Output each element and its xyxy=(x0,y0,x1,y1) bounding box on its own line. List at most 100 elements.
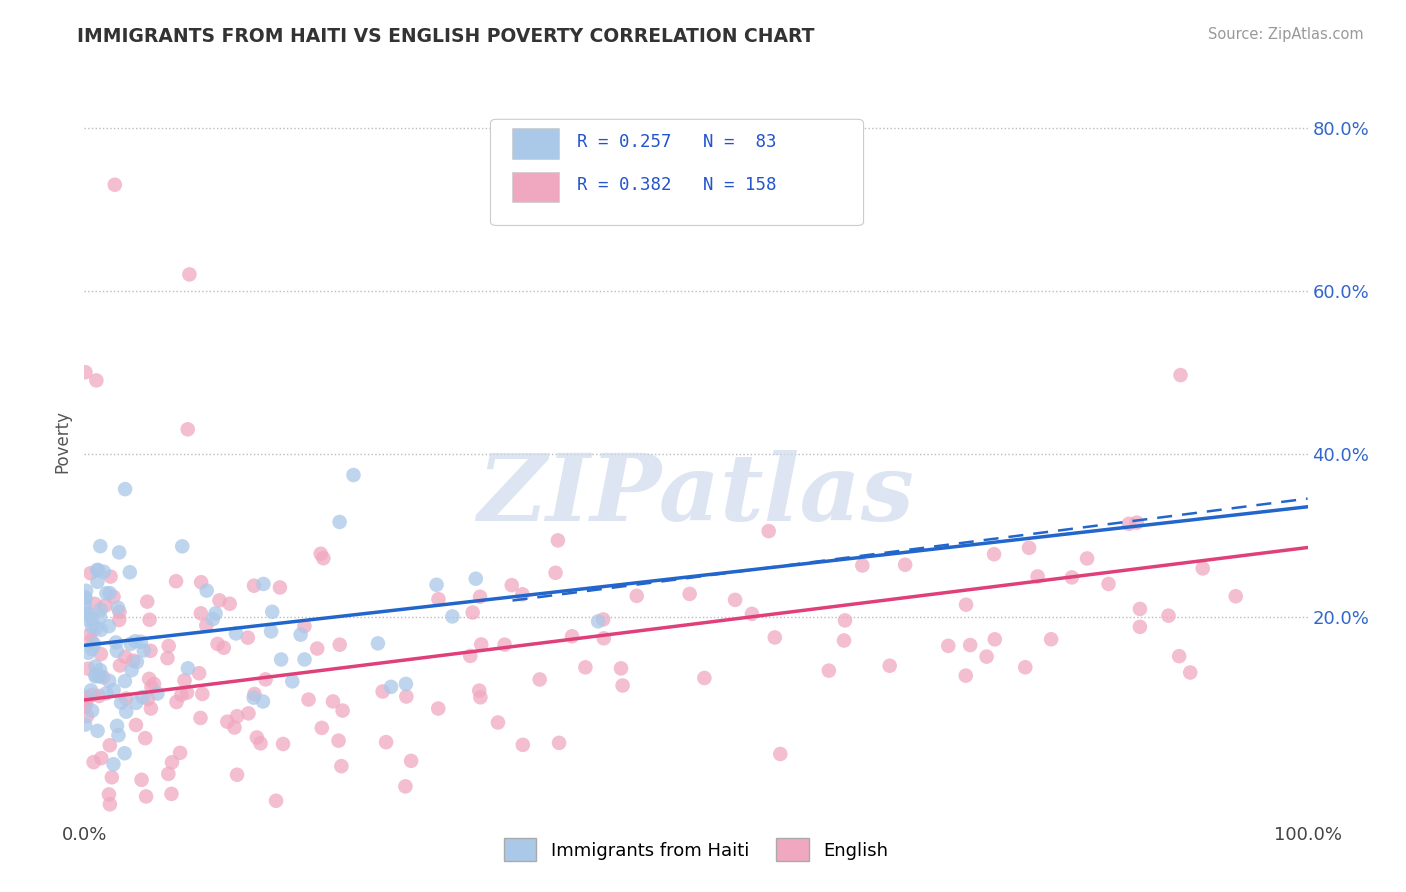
Point xyxy=(612,679,634,693)
Point xyxy=(141,680,163,694)
Point xyxy=(160,787,183,801)
Point xyxy=(83,637,105,651)
Point xyxy=(80,611,103,625)
Point xyxy=(894,558,917,572)
Point xyxy=(176,685,198,699)
Point xyxy=(75,583,97,598)
Point xyxy=(104,635,127,649)
Point xyxy=(98,739,121,753)
Point xyxy=(249,736,271,750)
Point xyxy=(226,768,249,782)
Point xyxy=(294,652,316,666)
Point xyxy=(86,563,108,577)
Point xyxy=(125,718,148,732)
Point xyxy=(763,631,786,645)
Point xyxy=(264,794,287,808)
Point xyxy=(332,704,354,718)
Point xyxy=(94,599,117,613)
Point xyxy=(425,578,447,592)
Point xyxy=(108,605,131,619)
Point xyxy=(1076,551,1098,566)
Point xyxy=(592,612,614,626)
Point xyxy=(82,688,104,702)
Point xyxy=(1170,368,1192,383)
Point xyxy=(118,566,141,580)
Point xyxy=(1225,589,1247,603)
Point xyxy=(832,633,855,648)
Point xyxy=(741,607,763,621)
Point xyxy=(243,687,266,701)
Point xyxy=(984,632,1007,647)
Point xyxy=(134,731,156,746)
Point xyxy=(204,607,226,621)
Point xyxy=(114,649,136,664)
Point xyxy=(173,673,195,688)
Point xyxy=(107,600,129,615)
Point xyxy=(177,661,200,675)
Point xyxy=(84,669,107,683)
Point xyxy=(1168,649,1191,664)
Point xyxy=(1157,608,1180,623)
Point xyxy=(86,373,108,387)
Point xyxy=(270,652,292,666)
Point xyxy=(1191,561,1213,575)
Point xyxy=(84,668,107,682)
Point xyxy=(132,643,155,657)
Point xyxy=(195,618,218,632)
Point xyxy=(146,686,169,700)
Point xyxy=(97,788,120,802)
Point xyxy=(165,574,187,589)
Point xyxy=(108,545,131,559)
Point xyxy=(955,598,977,612)
Text: R = 0.382   N = 158: R = 0.382 N = 158 xyxy=(578,177,778,194)
Point xyxy=(458,648,481,663)
Point xyxy=(101,770,124,784)
FancyBboxPatch shape xyxy=(491,120,863,226)
Point xyxy=(114,674,136,689)
Point xyxy=(75,699,97,714)
Point xyxy=(77,646,100,660)
Point xyxy=(342,468,364,483)
Point xyxy=(124,634,146,648)
Point xyxy=(90,751,112,765)
Point xyxy=(236,631,259,645)
Point xyxy=(679,587,702,601)
Point xyxy=(380,680,402,694)
Point xyxy=(269,581,291,595)
Point xyxy=(544,566,567,580)
Point xyxy=(97,619,120,633)
Point xyxy=(281,674,304,689)
Point xyxy=(157,767,180,781)
Point xyxy=(271,737,294,751)
Point xyxy=(879,658,901,673)
Point xyxy=(574,660,596,674)
Point xyxy=(851,558,873,573)
Point xyxy=(110,696,132,710)
Point xyxy=(190,575,212,590)
Point xyxy=(96,586,118,600)
Point xyxy=(1180,665,1202,680)
Text: R = 0.257   N =  83: R = 0.257 N = 83 xyxy=(578,133,778,151)
Point xyxy=(108,658,131,673)
Point xyxy=(290,627,312,641)
Point xyxy=(238,706,260,721)
Point xyxy=(75,365,97,379)
Point xyxy=(115,705,138,719)
Text: ZIPatlas: ZIPatlas xyxy=(478,450,914,540)
Point xyxy=(104,178,127,192)
Point xyxy=(191,687,214,701)
Point xyxy=(254,673,277,687)
Point xyxy=(73,692,96,706)
Legend: Immigrants from Haiti, English: Immigrants from Haiti, English xyxy=(496,830,896,869)
Point xyxy=(79,627,101,641)
Point xyxy=(75,591,97,605)
Point xyxy=(90,647,112,661)
Point xyxy=(115,691,138,706)
Point xyxy=(468,590,491,604)
Point xyxy=(89,689,111,703)
Point xyxy=(224,721,246,735)
Point xyxy=(312,551,335,566)
Point xyxy=(135,789,157,804)
Point xyxy=(329,638,352,652)
Point xyxy=(139,701,162,715)
